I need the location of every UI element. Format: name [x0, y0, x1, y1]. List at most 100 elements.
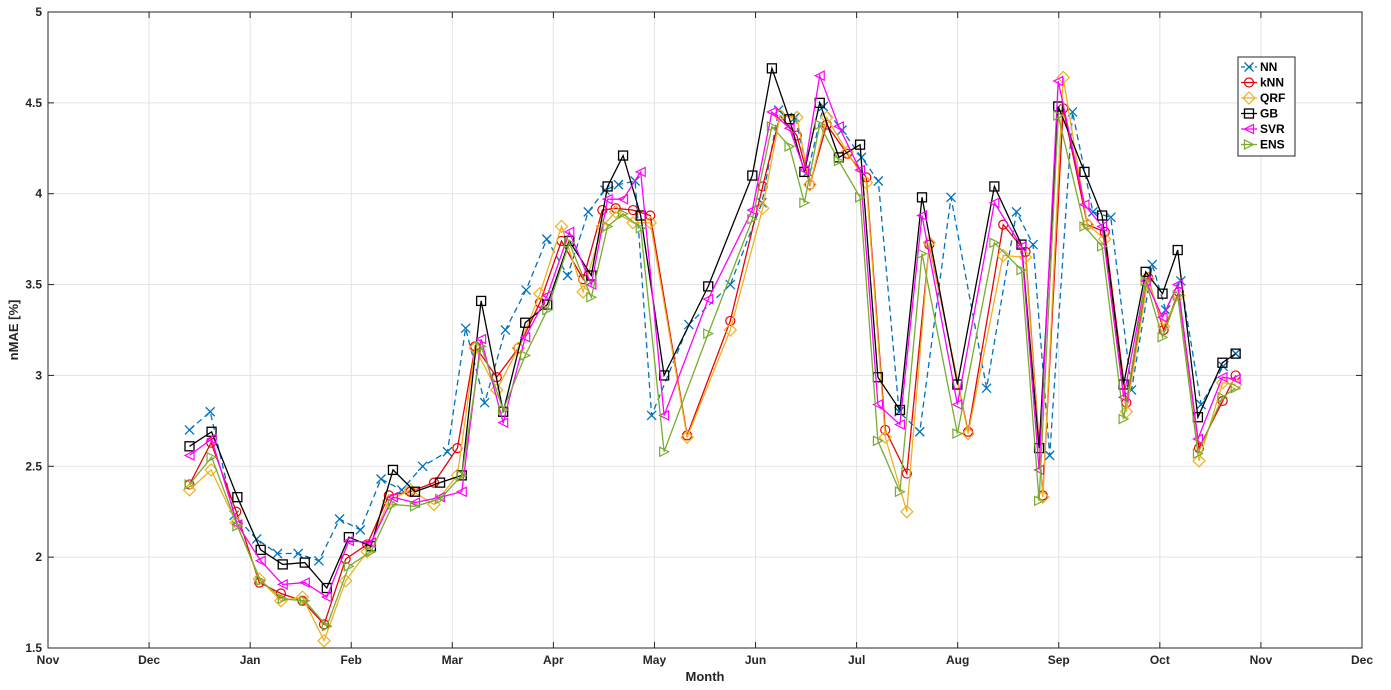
data-point-gb — [299, 557, 310, 568]
data-point-gb — [854, 139, 866, 150]
x-tick-label: Jan — [240, 653, 261, 667]
data-point-nn — [613, 179, 624, 190]
y-tick-label: 5 — [35, 5, 42, 19]
data-point-qrf — [680, 430, 694, 445]
series-ens — [184, 110, 1242, 632]
data-point-svr — [1052, 75, 1064, 87]
legend-marker-qrf — [1242, 91, 1256, 105]
x-tick-label: Dec — [1351, 653, 1373, 667]
data-point-nn — [873, 176, 884, 186]
data-point-gb — [520, 317, 531, 328]
series-svr — [183, 70, 1241, 603]
data-point-nn — [460, 323, 471, 334]
data-point-gb — [916, 192, 928, 203]
data-point-qrf — [899, 504, 914, 519]
series-line-svr — [189, 73, 1236, 599]
data-point-gb — [1079, 166, 1090, 178]
data-point-ens — [1118, 413, 1130, 425]
data-point-gb — [784, 114, 795, 125]
data-point-gb — [894, 404, 906, 416]
data-point-ens — [321, 620, 333, 632]
data-point-knn — [627, 204, 639, 216]
data-point-svr — [1078, 199, 1090, 211]
data-point-qrf — [338, 573, 353, 588]
data-point-ens — [1157, 331, 1169, 343]
data-point-nn — [355, 524, 366, 535]
data-point-ens — [1230, 382, 1242, 394]
data-point-svr — [1171, 279, 1183, 291]
data-point-qrf — [576, 284, 590, 299]
data-point-svr — [183, 449, 195, 461]
data-point-ens — [989, 237, 1001, 249]
data-point-svr — [320, 591, 332, 603]
data-point-gb — [1157, 288, 1168, 299]
data-point-ens — [520, 349, 532, 361]
data-point-ens — [1217, 391, 1229, 403]
data-point-qrf — [317, 633, 331, 648]
legend-box — [1237, 56, 1296, 157]
data-point-qrf — [595, 219, 610, 234]
data-point-nn — [1087, 206, 1098, 217]
legend-label-qrf: QRF — [1260, 91, 1285, 105]
data-point-svr — [1216, 371, 1228, 383]
data-point-ens — [476, 340, 487, 352]
data-point-qrf — [252, 572, 267, 586]
data-point-ens — [1172, 290, 1184, 301]
data-point-ens — [365, 546, 377, 558]
x-tick-label: Apr — [543, 653, 564, 667]
data-point-svr — [298, 577, 310, 589]
data-point-nn — [1044, 450, 1055, 461]
data-point-gb — [602, 181, 613, 192]
data-point-ens — [952, 428, 964, 440]
data-point-knn — [901, 468, 912, 479]
data-point-ens — [409, 500, 421, 512]
data-point-nn — [313, 555, 324, 566]
data-point-qrf — [755, 201, 770, 216]
y-tick-label: 1.5 — [25, 641, 42, 655]
data-point-ens — [498, 404, 510, 416]
data-point-gb — [952, 379, 963, 390]
data-point-ens — [255, 575, 267, 587]
data-point-svr — [813, 70, 825, 82]
data-point-qrf — [1018, 250, 1033, 265]
data-point-ens — [617, 208, 629, 220]
data-point-svr — [746, 204, 758, 216]
data-point-gb — [703, 281, 714, 292]
data-point-qrf — [643, 215, 658, 230]
data-point-nn — [376, 474, 387, 484]
data-point-svr — [343, 535, 354, 547]
data-point-svr — [833, 121, 844, 132]
data-point-ens — [1140, 275, 1152, 287]
data-point-ens — [659, 446, 670, 458]
data-point-ens — [1192, 448, 1204, 460]
data-point-ens — [542, 304, 554, 316]
data-point-svr — [916, 210, 928, 221]
data-point-qrf — [996, 248, 1011, 263]
data-point-qrf — [723, 323, 738, 337]
y-tick-label: 2.5 — [25, 459, 42, 473]
series-line-qrf — [189, 77, 1236, 643]
data-point-svr — [205, 433, 217, 445]
legend-marker-ens — [1243, 139, 1255, 150]
data-point-nn — [272, 548, 283, 559]
data-point-gb — [1053, 101, 1064, 112]
data-point-nn — [417, 461, 428, 472]
data-point-gb — [1217, 357, 1228, 368]
data-point-svr — [854, 164, 866, 176]
data-point-svr — [634, 166, 646, 178]
data-point-nn — [521, 285, 532, 295]
data-point-qrf — [878, 430, 893, 445]
data-point-knn — [534, 297, 546, 308]
data-point-gb — [617, 150, 629, 161]
legend-label-ens: ENS — [1260, 138, 1285, 152]
data-point-svr — [475, 333, 487, 345]
data-point-gb — [1172, 244, 1183, 256]
data-point-nn — [914, 426, 925, 437]
data-point-nn — [500, 325, 511, 335]
data-point-ens — [387, 498, 399, 510]
data-point-ens — [894, 486, 906, 498]
data-point-svr — [702, 293, 714, 305]
data-point-svr — [276, 578, 288, 590]
series-lines — [182, 63, 1243, 648]
